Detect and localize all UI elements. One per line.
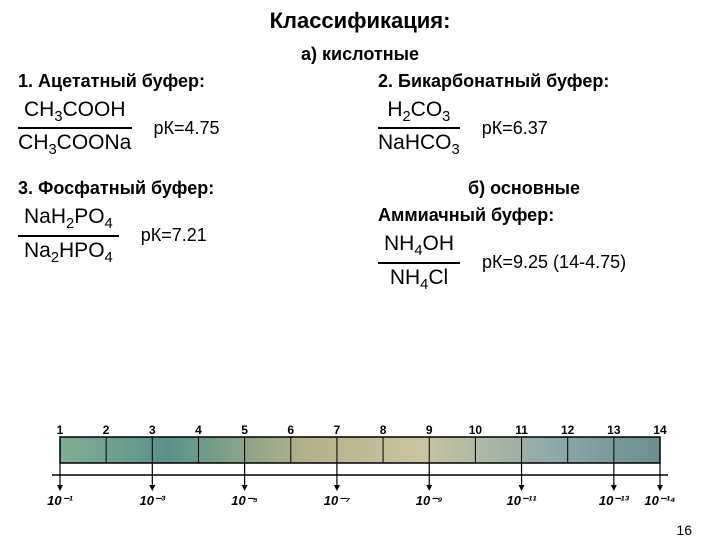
svg-text:10⁻¹³: 10⁻¹³ (599, 493, 630, 507)
acetate-heading: 1. Ацетатный буфер: (18, 71, 342, 92)
svg-text:10⁻¹: 10⁻¹ (47, 493, 73, 507)
bicarb-num: H2CO3 (378, 98, 460, 129)
section-b-heading: б) основные (468, 178, 702, 199)
svg-text:9: 9 (426, 423, 433, 437)
svg-text:14: 14 (653, 423, 667, 437)
ammonia-pk: рК=9.25 (14-4.75) (482, 252, 626, 273)
svg-text:10⁻¹¹: 10⁻¹¹ (507, 493, 538, 507)
svg-text:10: 10 (469, 423, 483, 437)
phosphate-heading: 3. Фосфатный буфер: (18, 178, 342, 199)
svg-text:5: 5 (241, 423, 248, 437)
svg-text:10⁻⁷: 10⁻⁷ (324, 493, 350, 507)
svg-text:10⁻¹⁴: 10⁻¹⁴ (644, 493, 675, 507)
bicarb-heading: 2. Бикарбонатный буфер: (378, 71, 702, 92)
section-a-heading: а) кислотные (0, 44, 720, 65)
ammonia-num: NH4OH (378, 232, 460, 263)
phosphate-num: NaH2PO4 (18, 205, 119, 236)
page-title: Классификация: (0, 8, 720, 34)
acetate-den: CH3COONa (18, 129, 132, 158)
ammonia-fraction: NH4OH NH4Cl (378, 232, 460, 292)
ammonia-heading: Аммиачный буфер: (378, 205, 702, 226)
svg-text:6: 6 (287, 423, 294, 437)
svg-text:12: 12 (561, 423, 575, 437)
svg-text:7: 7 (334, 423, 341, 437)
svg-text:3: 3 (149, 423, 156, 437)
svg-text:10⁻⁵: 10⁻⁵ (231, 493, 258, 507)
svg-text:4: 4 (195, 423, 202, 437)
acetate-num: CH3COOH (18, 98, 132, 129)
acetate-fraction: CH3COOH CH3COONa (18, 98, 132, 158)
svg-text:10⁻⁹: 10⁻⁹ (416, 493, 443, 507)
svg-text:8: 8 (380, 423, 387, 437)
bicarb-fraction: H2CO3 NaHCO3 (378, 98, 460, 158)
svg-text:1: 1 (57, 423, 64, 437)
phosphate-pk: рК=7.21 (141, 225, 207, 246)
phosphate-fraction: NaH2PO4 Na2HPO4 (18, 205, 119, 265)
phosphate-den: Na2HPO4 (18, 237, 119, 266)
bicarb-pk: рК=6.37 (482, 118, 548, 139)
svg-text:11: 11 (515, 423, 528, 437)
svg-text:13: 13 (607, 423, 621, 437)
acetate-pk: рК=4.75 (154, 118, 220, 139)
ammonia-den: NH4Cl (378, 264, 460, 293)
svg-text:10⁻³: 10⁻³ (139, 493, 165, 507)
svg-text:2: 2 (103, 423, 110, 437)
page-number: 16 (676, 522, 692, 538)
ph-scale: 123456789101112131410⁻¹10⁻³10⁻⁵10⁻⁷10⁻⁹1… (40, 423, 680, 512)
bicarb-den: NaHCO3 (378, 129, 460, 158)
ph-scale-svg: 123456789101112131410⁻¹10⁻³10⁻⁵10⁻⁷10⁻⁹1… (40, 423, 680, 507)
